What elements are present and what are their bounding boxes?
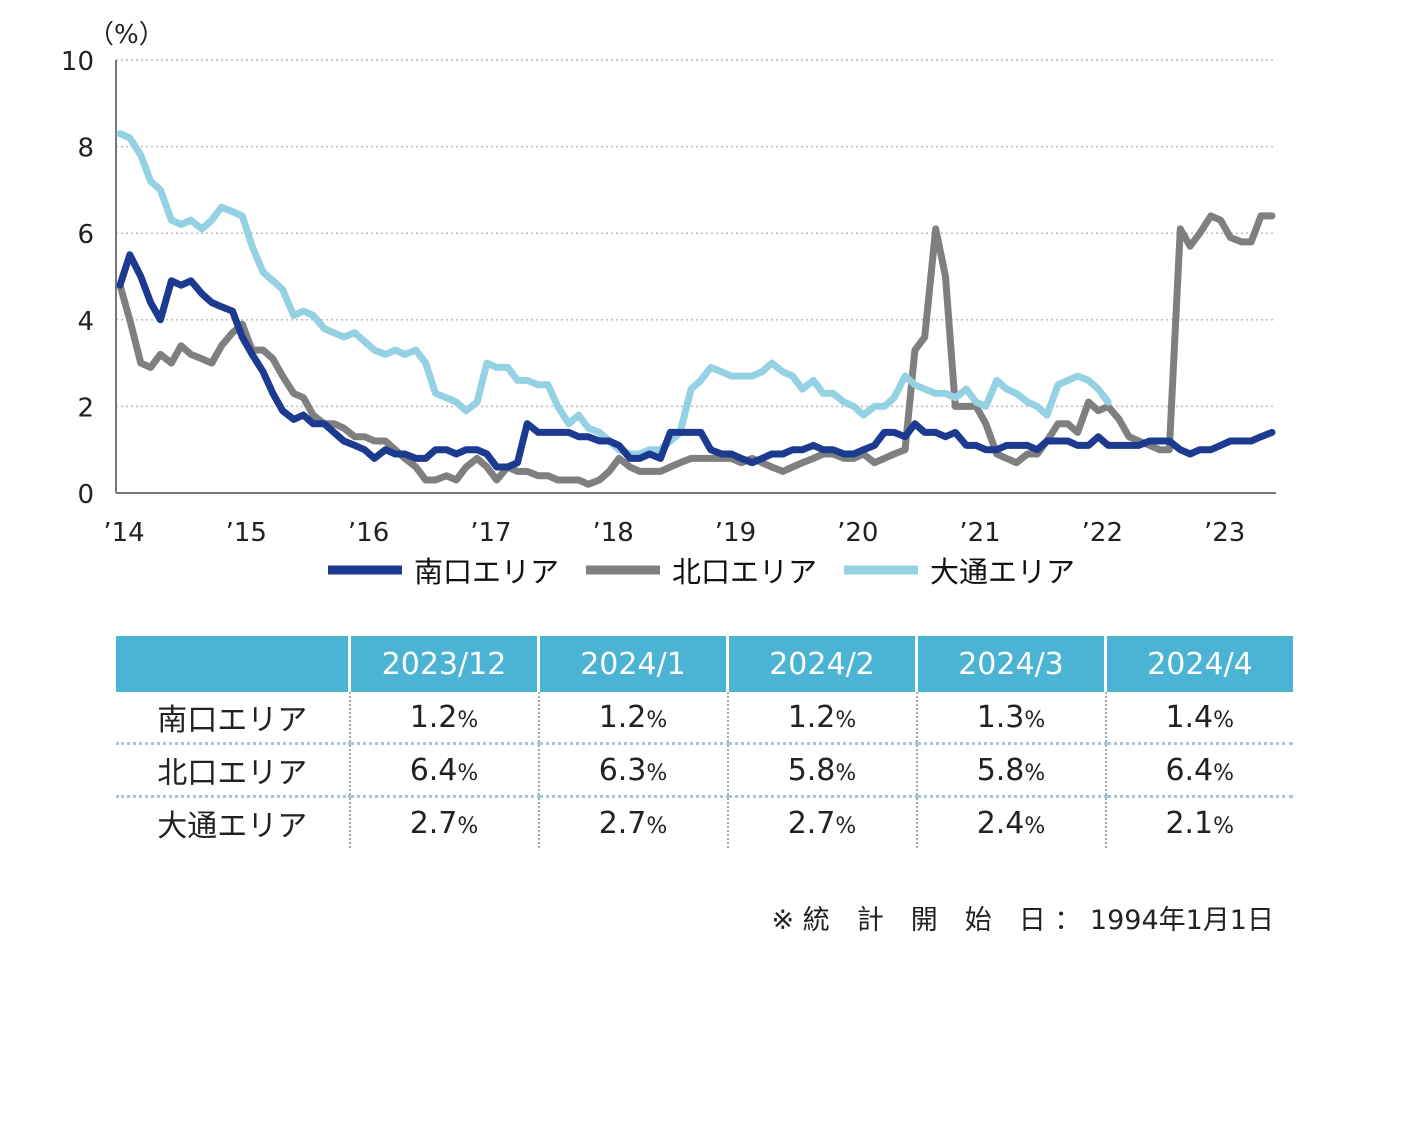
rate-unit: %: [457, 707, 479, 733]
chart-series: [116, 130, 1276, 488]
row-area-label: 大通エリア: [157, 809, 308, 844]
rate-value: 1.2: [409, 699, 458, 735]
rate-value: 5.8: [976, 752, 1025, 788]
rate-unit: %: [646, 813, 668, 839]
x-tick-label: ’17: [470, 518, 511, 548]
rate-unit: %: [835, 813, 857, 839]
footnote: ※ 統 計 開 始 日 ： 1994年1月1日: [771, 905, 1274, 936]
legend-label-odori: 大通エリア: [930, 555, 1075, 589]
rate-cell: 1.2%: [537, 692, 728, 745]
table-header-row: 2023/12 2024/1 2024/2 2024/3 2024/4: [116, 636, 1293, 692]
rate-value: 6.4: [1165, 752, 1214, 788]
rate-cell: 2.7%: [537, 796, 728, 848]
y-tick-label: 0: [77, 480, 94, 510]
rate-unit: %: [646, 760, 668, 786]
legend-label-kitaguchi: 北口エリア: [672, 555, 817, 589]
rate-cell: 2.1%: [1104, 796, 1293, 848]
x-axis-ticks: ’14 ’15 ’16 ’17 ’18 ’19 ’20 ’21 ’22 ’23: [103, 518, 1245, 548]
rate-cell: 1.2%: [348, 692, 539, 745]
y-tick-label: 6: [77, 220, 94, 250]
y-tick-label: 8: [77, 134, 94, 164]
rate-unit: %: [1213, 760, 1235, 786]
rate-unit: %: [646, 707, 668, 733]
rate-cell: 2.4%: [915, 796, 1106, 848]
x-tick-label: ’21: [959, 518, 1000, 548]
rate-value: 6.3: [598, 752, 647, 788]
chart-legend: 南口エリア 北口エリア 大通エリア: [328, 555, 1075, 589]
rate-value: 1.2: [598, 699, 647, 735]
rate-unit: %: [457, 760, 479, 786]
rate-unit: %: [1213, 813, 1235, 839]
vacancy-rate-table: 2023/12 2024/1 2024/2 2024/3 2024/4 南口エリ…: [116, 636, 1293, 848]
rate-cell: 6.3%: [537, 743, 728, 798]
rate-cell: 5.8%: [726, 743, 917, 798]
row-area-label: 南口エリア: [116, 692, 350, 745]
series-line-1: [116, 212, 1276, 488]
rate-unit: %: [1024, 760, 1046, 786]
rate-cell: 5.8%: [915, 743, 1106, 798]
table-header-cell: 2023/12: [348, 636, 539, 692]
rate-cell: 1.4%: [1104, 692, 1293, 745]
series-line-0: [116, 251, 1276, 471]
y-tick-label: 4: [77, 307, 94, 337]
table-header-cell: 2024/1: [537, 636, 728, 692]
rate-value: 1.2: [787, 699, 836, 735]
rate-unit: %: [835, 707, 857, 733]
rate-unit: %: [835, 760, 857, 786]
rate-cell: 1.3%: [915, 692, 1106, 745]
table-header-blank: [116, 636, 350, 692]
rate-value: 1.3: [976, 699, 1025, 735]
x-tick-label: ’19: [715, 518, 756, 548]
rate-cell: 2.7%: [726, 796, 917, 848]
rate-unit: %: [1213, 707, 1235, 733]
table-body: 南口エリア 1.2% 1.2% 1.2% 1.3% 1.4% 北口エリア 6.4% 6.3% 5.…: [116, 692, 1293, 848]
table-row: 大通エリア 2.7% 2.7% 2.7% 2.4% 2.1%: [116, 796, 1293, 848]
x-tick-label: ’23: [1204, 518, 1245, 548]
rate-cell: 2.7%: [348, 796, 539, 848]
x-tick-label: ’20: [837, 518, 878, 548]
rate-unit: %: [1024, 707, 1046, 733]
rate-value: 5.8: [787, 752, 836, 788]
y-tick-label: 2: [77, 393, 94, 423]
row-area-label: 北口エリア: [116, 743, 350, 798]
y-axis-unit-label: （%）: [88, 20, 165, 50]
rate-value: 2.4: [976, 805, 1025, 841]
table-row: 北口エリア 6.4% 6.3% 5.8% 5.8% 6.4%: [116, 743, 1293, 798]
rate-cell: 6.4%: [348, 743, 539, 798]
x-tick-label: ’16: [348, 518, 389, 548]
y-tick-label: 10: [61, 47, 94, 77]
rate-value: 2.7: [409, 805, 458, 841]
legend-label-minamiguchi: 南口エリア: [414, 555, 559, 589]
x-tick-label: ’15: [226, 518, 267, 548]
table-header-cell: 2024/2: [726, 636, 917, 692]
rate-unit: %: [457, 813, 479, 839]
rate-value: 1.4: [1165, 699, 1214, 735]
table-header-cell: 2024/3: [915, 636, 1106, 692]
x-tick-label: ’18: [592, 518, 633, 548]
table-header-cell: 2024/4: [1104, 636, 1293, 692]
rate-cell: 1.2%: [726, 692, 917, 745]
rate-value: 2.7: [598, 805, 647, 841]
x-tick-label: ’22: [1082, 518, 1123, 548]
rate-unit: %: [1024, 813, 1046, 839]
rate-cell: 6.4%: [1104, 743, 1293, 798]
x-tick-label: ’14: [103, 518, 144, 548]
rate-value: 2.1: [1165, 805, 1214, 841]
y-gridlines: [116, 59, 1276, 408]
table-row: 南口エリア 1.2% 1.2% 1.2% 1.3% 1.4%: [116, 692, 1293, 745]
rate-value: 2.7: [787, 805, 836, 841]
y-axis-ticks: 0 2 4 6 8 10: [61, 47, 94, 510]
rate-value: 6.4: [409, 752, 458, 788]
